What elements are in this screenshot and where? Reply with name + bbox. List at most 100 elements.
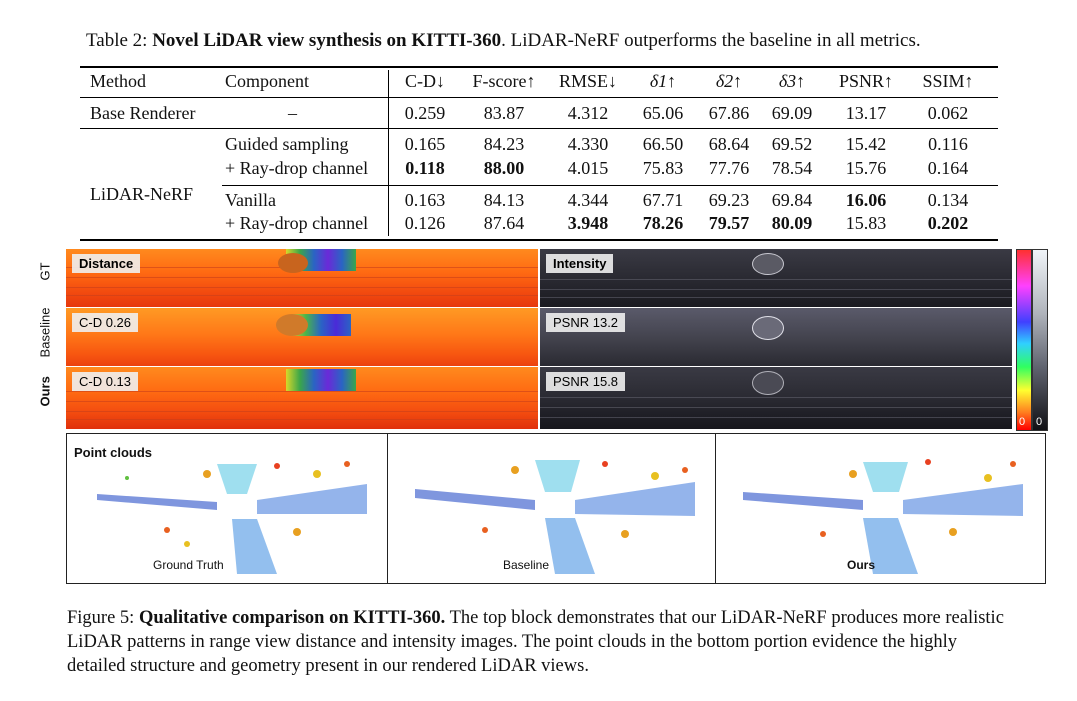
row0-method: Base Renderer [90,103,196,123]
row1-d1: 66.50 [642,134,684,154]
point-cloud-figure: Point clouds Ground Truth Baseline Ours [66,433,1046,584]
header-ssim: SSIM↑ [922,71,974,91]
point-cloud-gt [97,461,367,574]
row3-d1: 67.71 [642,190,684,210]
header-component: Component [225,71,309,91]
row3-psnr: 16.06 [845,190,887,210]
row2-d2: 77.76 [708,158,750,178]
table-mid-rule [80,128,998,129]
row0-d2: 67.86 [708,103,750,123]
header-rmse: RMSE↓ [558,71,618,91]
point-cloud-divider-2 [715,434,716,583]
row3-rmse: 4.344 [567,190,609,210]
row2-method: LiDAR-NeRF [90,184,193,204]
row1-cd: 0.165 [404,134,446,154]
row1-psnr: 15.42 [845,134,887,154]
row3-ssim: 0.134 [927,190,969,210]
figure-caption-title: Qualitative comparison on KITTI-360. [138,608,446,628]
row2-fscore: 88.00 [483,158,525,178]
point-cloud-ours [743,459,1023,574]
header-d3: δ3↑ [778,71,806,91]
header-cd: C-D↓ [405,71,445,91]
header-d2: δ2↑ [715,71,743,91]
row0-fscore: 83.87 [483,103,525,123]
point-cloud-divider-1 [387,434,388,583]
row3-cd: 0.163 [404,190,446,210]
intensity-baseline-image: PSNR 13.2 [540,308,1012,366]
distance-colorbar-min: 0 [1019,416,1026,428]
row2-d3: 78.54 [771,158,813,178]
row0-d3: 69.09 [771,103,813,123]
row3-fscore: 84.13 [483,190,525,210]
table-caption-title: Novel LiDAR view synthesis on KITTI-360 [152,30,502,51]
row1-d3: 69.52 [771,134,813,154]
row0-d1: 65.06 [642,103,684,123]
row4-ssim: 0.202 [927,213,969,233]
row0-rmse: 4.312 [567,103,609,123]
distance-tag-baseline: C-D 0.26 [72,313,139,332]
distance-ours-image: C-D 0.13 [66,367,538,429]
row2-rmse: 4.015 [567,158,609,178]
intensity-tag-baseline: PSNR 13.2 [546,313,626,332]
row2-cd: 0.118 [405,158,445,178]
row1-component: Guided sampling [225,134,349,154]
row0-ssim: 0.062 [927,103,969,123]
row2-psnr: 15.76 [845,158,887,178]
row4-d2: 79.57 [708,213,750,233]
row4-d1: 78.26 [642,213,684,233]
point-cloud-baseline [415,460,695,574]
row0-cd: 0.259 [404,103,446,123]
figure-caption-body: The top block demonstrates that our LiDA… [67,608,1004,676]
row1-ssim: 0.116 [928,134,968,154]
row-label-ours: Ours [37,376,53,407]
row-label-baseline: Baseline [37,307,53,358]
row1-rmse: 4.330 [567,134,609,154]
point-cloud-label-ours: Ours [847,558,876,572]
table-caption: Table 2: Novel LiDAR view synthesis on K… [86,30,1006,52]
row1-d2: 68.64 [708,134,750,154]
figure-caption: Figure 5: Qualitative comparison on KITT… [67,606,1017,678]
row-label-gt: GT [37,262,53,281]
point-cloud-label-baseline: Baseline [503,558,550,572]
row2-d1: 75.83 [642,158,684,178]
distance-baseline-image: C-D 0.26 [66,308,538,366]
table-caption-rest: . LiDAR-NeRF outperforms the baseline in… [501,30,921,51]
row4-fscore: 87.64 [483,213,525,233]
row2-ssim: 0.164 [927,158,969,178]
distance-tag-ours: C-D 0.13 [72,372,139,391]
row4-cd: 0.126 [404,213,446,233]
results-table: Method Component C-D↓ F-score↑ RMSE↓ δ1↑… [80,66,998,240]
point-cloud-tag: Point clouds [74,445,152,460]
row4-rmse: 3.948 [567,213,609,233]
distance-colorbar: 0 [1016,249,1032,431]
intensity-colorbar-min: 0 [1036,416,1043,428]
intensity-ours-image: PSNR 15.8 [540,367,1012,429]
intensity-gt-image: Intensity [540,249,1012,307]
row4-d3: 80.09 [771,213,813,233]
table-sub-rule [222,185,998,186]
intensity-colorbar: 0 [1032,249,1048,431]
distance-gt-image: Distance [66,249,538,307]
point-cloud-label-gt: Ground Truth [153,558,224,572]
figure-caption-label: Figure 5: [67,608,135,628]
table-caption-label: Table 2: [86,30,148,51]
row0-component: – [288,103,297,123]
row1-fscore: 84.23 [483,134,525,154]
table-bottom-rule [80,239,998,241]
distance-tag-gt: Distance [72,254,141,273]
row2-component: + Ray-drop channel [225,158,369,178]
intensity-tag-gt: Intensity [546,254,614,273]
header-fscore: F-score↑ [472,71,536,91]
row3-d2: 69.23 [708,190,750,210]
table-vertical-rule [388,70,389,236]
row3-component: Vanilla [225,190,276,210]
row3-d3: 69.84 [771,190,813,210]
table-header-rule [80,97,998,98]
point-cloud-drawings [97,459,1023,574]
header-d1: δ1↑ [649,71,677,91]
header-method: Method [90,71,146,91]
row4-psnr: 15.83 [845,213,887,233]
table-top-rule [80,66,998,68]
intensity-tag-ours: PSNR 15.8 [546,372,626,391]
row4-component: + Ray-drop channel [225,213,369,233]
